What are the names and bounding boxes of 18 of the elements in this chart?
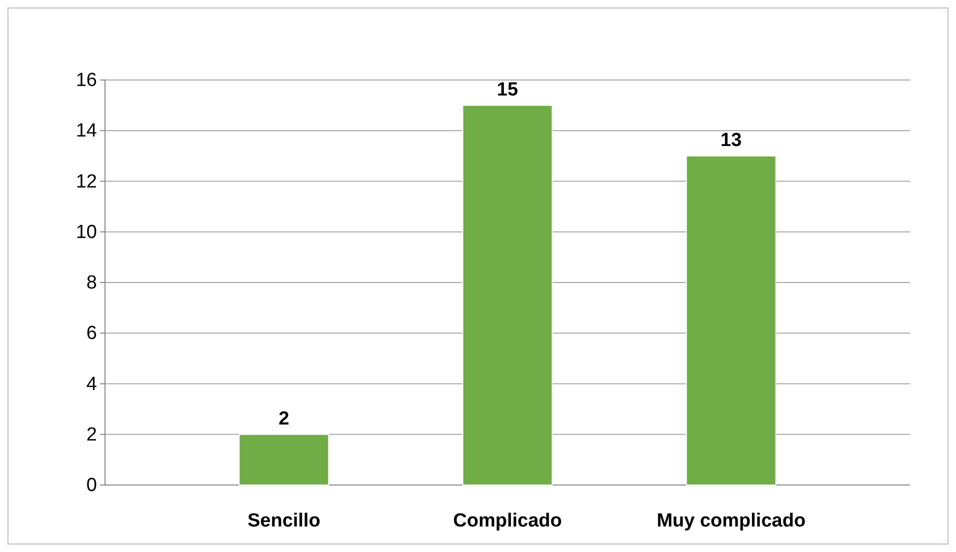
bar (462, 104, 553, 486)
y-tick-label: 14 (76, 120, 98, 142)
y-tick-label: 6 (86, 323, 97, 344)
data-label: 15 (496, 79, 518, 100)
data-label: 13 (720, 130, 742, 151)
y-tick-label: 0 (86, 475, 97, 496)
bar (238, 434, 330, 486)
data-label: 2 (278, 408, 290, 430)
x-tick-label: Sencillo (247, 510, 320, 532)
y-tick-label: 4 (86, 374, 98, 395)
y-tick-label: 12 (76, 171, 97, 192)
x-tick-label: Complicado (453, 510, 562, 532)
bar (686, 155, 776, 486)
y-tick-label: 10 (76, 222, 97, 243)
x-tick-label: Muy complicado (656, 510, 806, 532)
y-tick-label: 16 (76, 70, 97, 92)
y-tick-label: 2 (86, 424, 97, 446)
y-tick-label: 8 (86, 272, 97, 294)
